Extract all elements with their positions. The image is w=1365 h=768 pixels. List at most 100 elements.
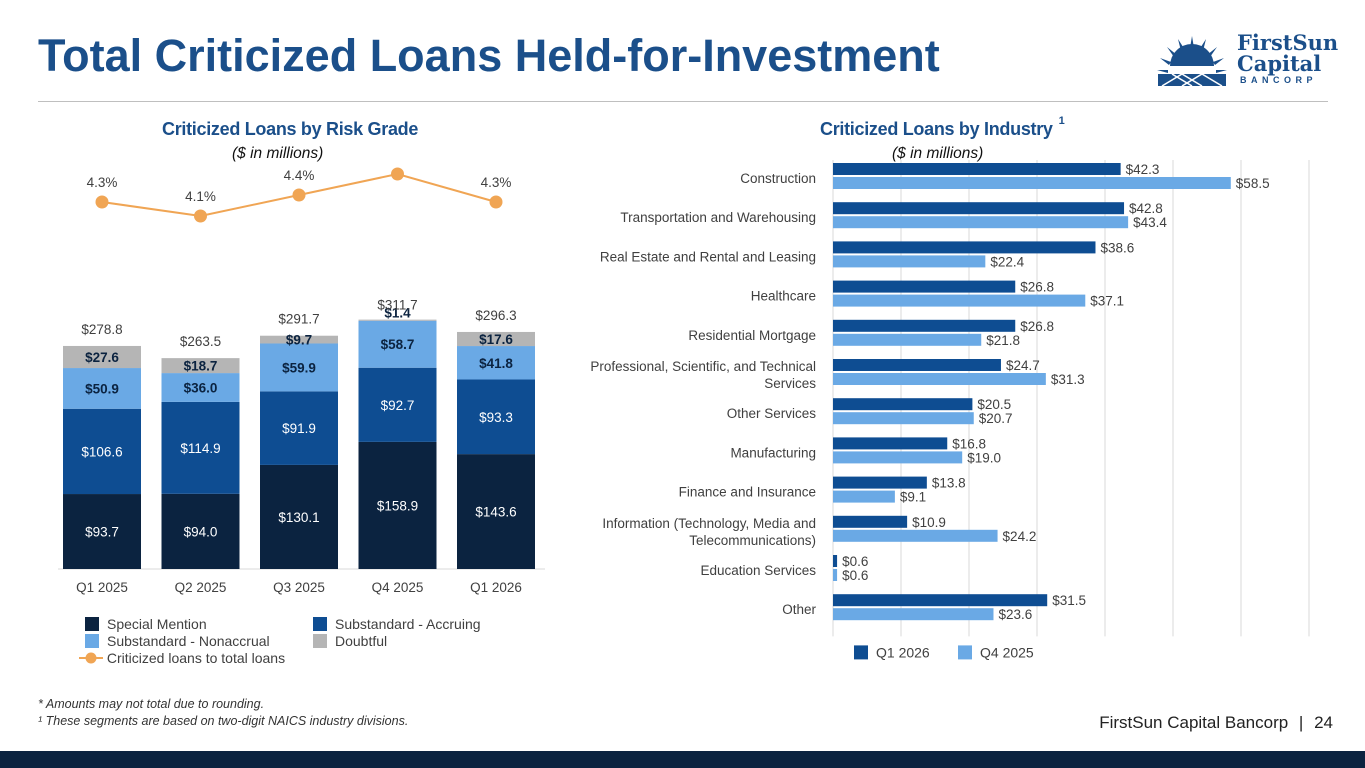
y-tick-label: Manufacturing — [730, 445, 816, 460]
industry-bar-label: $37.1 — [1090, 294, 1124, 309]
ratio-label: 4.4% — [284, 168, 315, 183]
y-tick-label: Education Services — [700, 563, 816, 578]
industry-bar — [833, 555, 838, 567]
legend-substandard-nonaccrual: Substandard - Nonaccrual — [85, 633, 270, 649]
industry-bar — [833, 333, 982, 346]
y-tick-label: Other — [782, 602, 816, 617]
industry-bar — [833, 202, 1125, 215]
industry-bar — [833, 476, 927, 489]
industry-bar — [833, 241, 1096, 254]
industry-bar — [833, 594, 1048, 607]
bar-data-label: $114.9 — [180, 441, 220, 456]
bar-data-label: $18.7 — [184, 359, 218, 374]
legend-label: Special Mention — [107, 616, 207, 632]
bar-data-label: $27.6 — [85, 350, 119, 365]
bar-total-label: $296.3 — [475, 308, 516, 323]
y-tick-label: Other Services — [727, 406, 817, 421]
industry-bar-label: $20.5 — [977, 397, 1011, 412]
legend-special-mention: Special Mention — [85, 616, 207, 632]
x-tick-label: Q1 2025 — [76, 580, 128, 595]
industry-bar-label: $10.9 — [912, 515, 946, 530]
legend-label: Doubtful — [335, 633, 388, 649]
industry-bar-label: $19.0 — [967, 450, 1001, 465]
bar-segment — [161, 358, 240, 374]
firstsun-logo: FirstSun Capital BANCORP — [1152, 30, 1338, 90]
bar-data-label: $1.4 — [384, 306, 411, 321]
industry-chart: $42.3 $58.5 Construction $42.8$43.4 Transpor… — [590, 160, 1310, 660]
industry-bar-label: $22.4 — [990, 254, 1024, 269]
y-tick-label: Transportation and Warehousing — [620, 210, 816, 225]
x-tick-label: Q3 2025 — [273, 580, 325, 595]
industry-bar — [833, 412, 974, 425]
legend-swatch — [85, 617, 99, 631]
sunburst-logo-icon — [1157, 36, 1227, 87]
industry-chart-subtitle: ($ in millions) — [892, 145, 984, 162]
bar-data-label: $158.9 — [377, 498, 418, 513]
industry-bar-label: $24.7 — [1006, 358, 1040, 373]
bar-segment — [260, 335, 338, 344]
ratio-point — [489, 195, 503, 209]
y-tick-label: Information (Technology, Media and — [602, 516, 816, 531]
industry-bar — [833, 163, 1121, 175]
industry-bar — [833, 216, 1129, 229]
legend-label-q4-2025: Q4 2025 — [980, 644, 1034, 660]
industry-bar — [833, 451, 963, 464]
footer-separator: | — [1298, 713, 1304, 732]
industry-bar — [833, 515, 908, 528]
legend-swatch-q1-2026 — [854, 645, 868, 660]
page-title: Total Criticized Loans Held-for-Investme… — [38, 30, 940, 81]
y-tick-label: Real Estate and Rental and Leasing — [600, 249, 816, 264]
x-tick-label: Q2 2025 — [175, 580, 227, 595]
bar-data-label: $91.9 — [282, 421, 316, 436]
ratio-point — [292, 188, 306, 202]
risk-grade-chart-subtitle: ($ in millions) — [232, 145, 324, 162]
bar-data-label: $93.7 — [85, 525, 119, 540]
bar-total-label: $263.5 — [180, 334, 221, 349]
industry-bar — [833, 437, 948, 450]
industry-bar-label: $0.6 — [842, 568, 868, 583]
bar-segment — [457, 379, 535, 455]
industry-bar — [833, 359, 1001, 371]
logo-name: FirstSun — [1237, 30, 1339, 55]
industry-bar — [833, 280, 1016, 293]
ratio-label: 4.1% — [185, 189, 216, 204]
industry-bar-label: $21.8 — [986, 333, 1020, 348]
y-tick-label: Telecommunications) — [689, 533, 816, 548]
legend-swatch — [85, 634, 99, 648]
ratio-label: 4.3% — [87, 175, 118, 190]
industry-bar-label: $16.8 — [952, 436, 986, 451]
industry-bar-label: $38.6 — [1100, 240, 1134, 255]
industry-bar — [833, 608, 994, 621]
industry-bar-label: $42.8 — [1129, 201, 1163, 216]
ratio-label: 4.7% — [382, 160, 413, 162]
bar-data-label: $58.7 — [381, 337, 415, 352]
bar-segment — [358, 441, 437, 569]
industry-bar-label: $9.1 — [900, 490, 926, 505]
industry-bar-label: $58.5 — [1236, 176, 1270, 191]
bar-segment — [260, 391, 338, 465]
legend-ratio-line: Criticized loans to total loans — [79, 650, 285, 666]
industry-chart-footnote-marker: 1 — [1058, 115, 1065, 127]
industry-bar-label: $43.4 — [1133, 215, 1167, 230]
ratio-label: 4.3% — [481, 175, 512, 190]
bar-total-label: $278.8 — [81, 322, 122, 337]
industry-bar-label: $13.8 — [932, 476, 966, 491]
industry-chart-title: Criticized Loans by Industry 1 — [820, 115, 1065, 140]
bar-segment — [161, 373, 240, 402]
legend-swatch — [313, 634, 327, 648]
bar-segment — [161, 493, 240, 569]
bar-segment — [457, 331, 535, 347]
bar-total-label: $311.7 — [377, 298, 417, 313]
footnote-rounding: * Amounts may not total due to rounding. — [38, 697, 265, 711]
bar-data-label: $36.0 — [184, 380, 218, 395]
y-tick-label: Construction — [740, 171, 816, 186]
industry-bar — [833, 177, 1231, 189]
bottom-bar — [0, 751, 1365, 768]
ratio-point — [95, 195, 109, 209]
risk-grade-chart-title: Criticized Loans by Risk Grade — [162, 119, 419, 139]
legend-label: Substandard - Accruing — [335, 616, 481, 632]
industry-bar — [833, 319, 1016, 332]
y-tick-label: Finance and Insurance — [679, 485, 816, 500]
bar-segment — [63, 368, 141, 409]
bar-data-label: $92.7 — [381, 398, 415, 413]
